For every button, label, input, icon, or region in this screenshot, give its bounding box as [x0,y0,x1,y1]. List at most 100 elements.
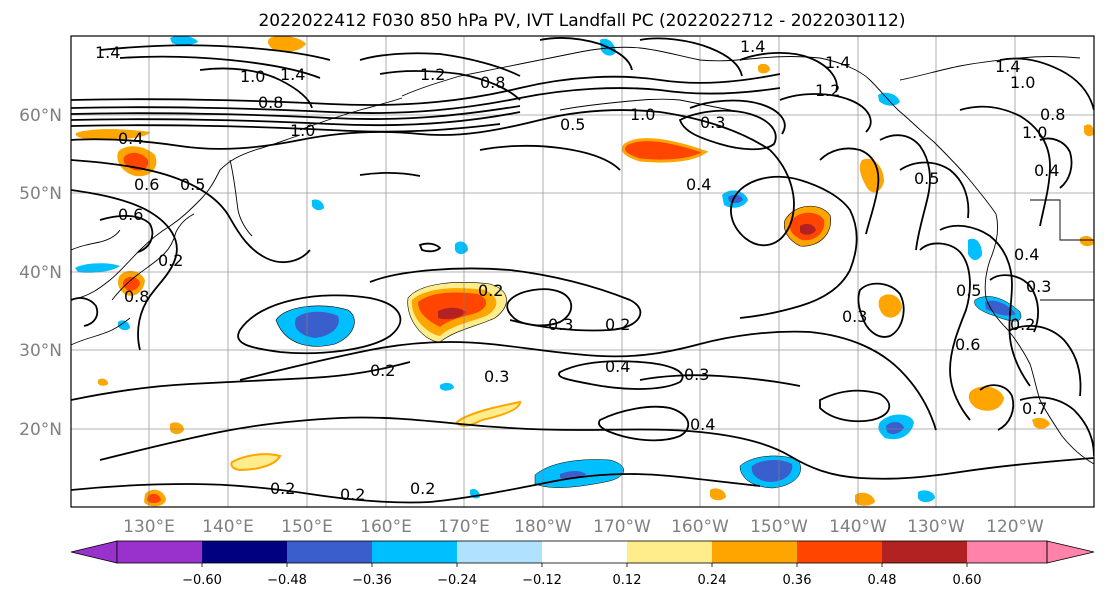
contour-label: 0.4 [118,129,143,148]
contour-label: 1.0 [290,121,315,140]
contour-label: 0.3 [684,365,709,384]
positive-patch-north-siberia [75,129,150,140]
contour-label: 0.8 [258,93,283,112]
colorbar-bin [542,541,627,563]
contour-label: 0.2 [478,281,503,300]
colorbar-extend-low [70,540,118,564]
contour-label: 0.3 [1026,277,1051,296]
lon-label: 120°W [986,517,1044,537]
contour-label: 0.7 [1022,399,1047,418]
contour-label: 0.2 [410,479,435,498]
contour-label: 0.5 [914,169,939,188]
lon-label: 150°W [750,517,808,537]
contour-label: 0.3 [700,113,725,132]
lon-label: 130°W [907,517,965,537]
contour-label: 1.0 [1010,73,1035,92]
positive-patch-gulf-alaska [783,205,831,247]
colorbar-tick-label: 0.12 [613,573,642,588]
positive-patch-west-pacific [407,282,507,343]
contour-label: 1.4 [825,53,850,72]
colorbar-bin [882,541,967,563]
contour-labels: 1.4 1.4 1.0 1.4 0.8 1.2 0.8 1.0 0.5 1.0 … [95,37,1065,504]
map-frame [70,35,1095,508]
latitude-labels: 60°N 50°N 40°N 30°N 20°N [19,106,62,440]
contour-label: 1.4 [740,37,765,56]
contour-label: 0.6 [118,205,143,224]
contour-label: 1.0 [1022,123,1047,142]
contour-label: 0.8 [1040,105,1065,124]
colorbar-tick-label: 0.48 [868,573,897,588]
contour-label: 0.2 [158,251,183,270]
lon-label: 180°W [514,517,572,537]
colorbar-tick-label: −0.60 [182,573,222,588]
colorbar-tick-label: 0.24 [698,573,727,588]
contour-label: 1.0 [240,67,265,86]
lat-label: 30°N [19,341,62,361]
colorbar-bin [712,541,797,563]
lon-label: 160°W [671,517,729,537]
colorbar-bin [627,541,712,563]
pv-contours [71,37,1094,504]
colorbar-extend-high [1046,540,1095,564]
lat-label: 40°N [19,263,62,283]
lat-label: 50°N [19,184,62,204]
lon-label: 130°E [123,517,175,537]
contour-label: 0.3 [842,307,867,326]
colorbar-bin [797,541,882,563]
positive-patch-mexico [968,386,1004,411]
contour-label: 0.8 [480,73,505,92]
figure-title: 2022022412 F030 850 hPa PV, IVT Landfall… [258,11,905,31]
colorbar-tick-label: −0.36 [352,573,392,588]
contour-label: 0.2 [605,315,630,334]
contour-label: 0.4 [1014,245,1039,264]
lat-label: 20°N [19,420,62,440]
contour-label: 0.2 [270,479,295,498]
contour-label: 0.8 [124,287,149,306]
colorbar-bin [287,541,372,563]
colorbar-bin [967,541,1047,563]
lon-label: 170°W [593,517,651,537]
colorbar-tick-label: 0.60 [953,573,982,588]
colorbar-bin [202,541,287,563]
lon-label: 150°E [281,517,333,537]
positive-patch-top [267,36,306,52]
colorbar-bin [372,541,457,563]
negative-patch-west-pacific [275,305,355,347]
contour-label: 1.4 [280,65,305,84]
contour-label: 1.2 [420,65,445,84]
contour-label: 0.5 [560,115,585,134]
contour-label: 0.3 [484,367,509,386]
coastlines [71,46,1094,465]
colorbar-tick-label: −0.24 [437,573,477,588]
contour-label: 0.4 [1034,161,1059,180]
contour-label: 0.6 [134,175,159,194]
contour-label: 0.4 [605,357,630,376]
colorbar: −0.60 −0.48 −0.36 −0.24 −0.12 0.12 0.24 … [70,540,1095,588]
pv-shading [75,36,1094,507]
contour-label: 0.5 [956,281,981,300]
colorbar-tick-label: −0.12 [522,573,562,588]
lon-label: 160°E [360,517,412,537]
contour-label: 0.5 [180,175,205,194]
lon-label: 140°W [829,517,887,537]
positive-patch-aleutian [622,138,709,163]
colorbar-tick-label: 0.36 [783,573,812,588]
contour-label: 0.2 [370,361,395,380]
positive-patch-california [878,294,902,318]
lat-label: 60°N [19,106,62,126]
colorbar-bin [457,541,542,563]
colorbar-bin [117,541,202,563]
contour-label: 1.4 [995,57,1020,76]
map-panel: 1.4 1.4 1.0 1.4 0.8 1.2 0.8 1.0 0.5 1.0 … [70,35,1095,508]
contour-label: 0.4 [690,415,715,434]
contour-label: 0.2 [1010,315,1035,334]
contour-label: 0.2 [340,485,365,504]
colorbar-tick-label: −0.48 [267,573,307,588]
lon-label: 170°E [438,517,490,537]
contour-label: 0.3 [548,315,573,334]
longitude-labels: 130°E 140°E 150°E 160°E 170°E 180°W 170°… [123,517,1044,537]
contour-label: 1.0 [630,105,655,124]
contour-label: 1.2 [815,81,840,100]
lon-label: 140°E [202,517,254,537]
